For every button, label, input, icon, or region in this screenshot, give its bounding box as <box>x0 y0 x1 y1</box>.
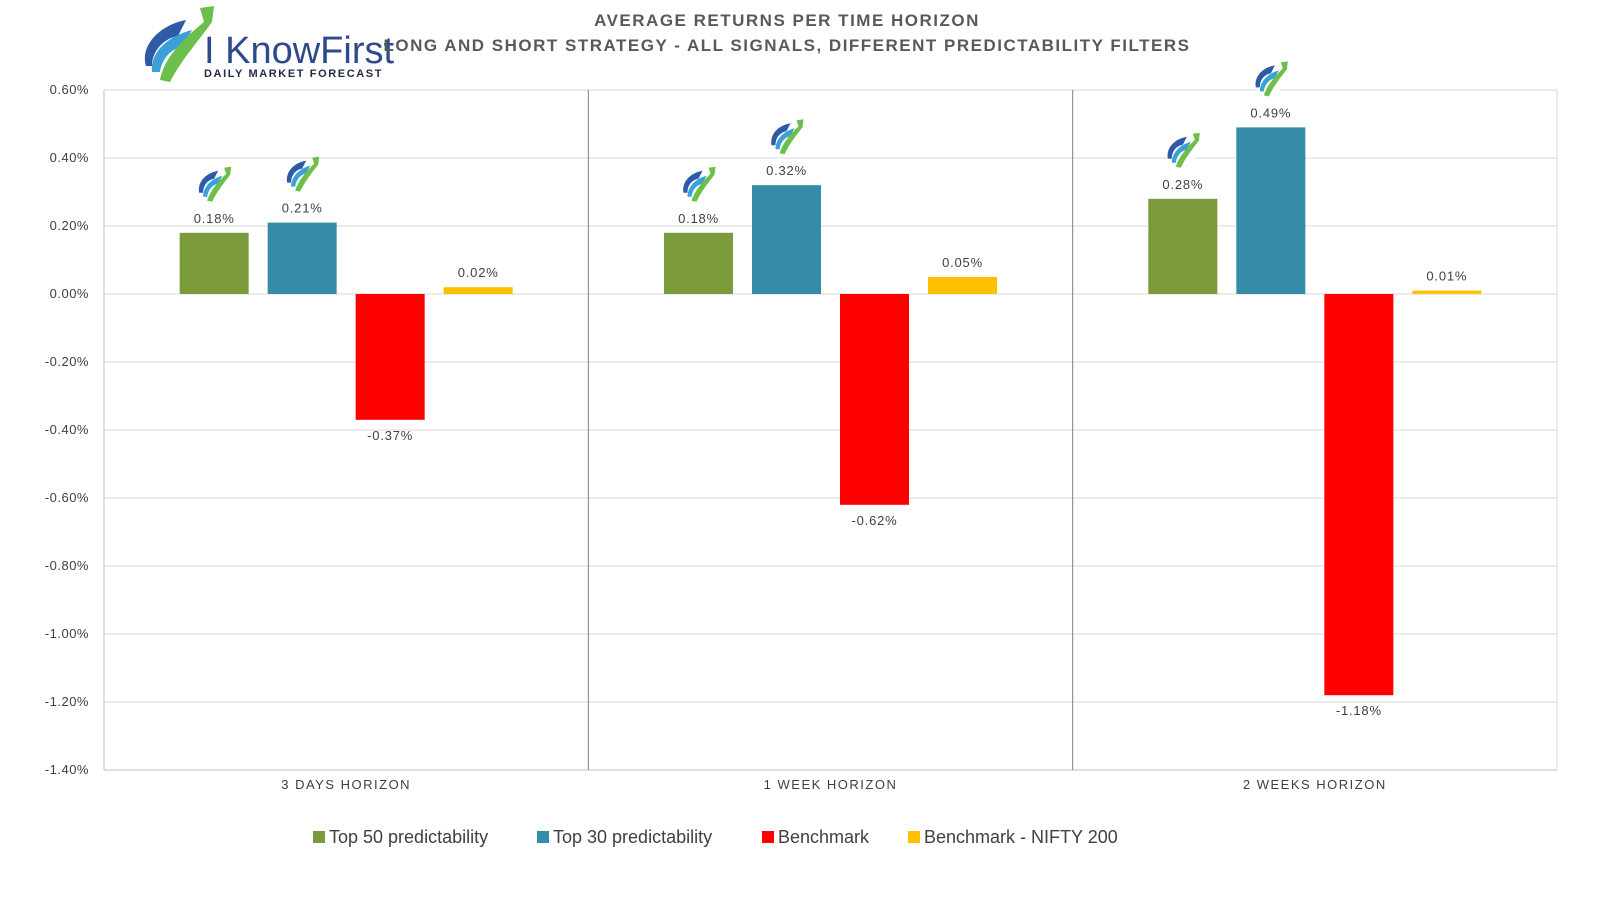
y-tick-label: -1.00% <box>45 626 89 641</box>
y-tick-label: 0.00% <box>50 286 89 301</box>
category-label: 3 DAYS HORIZON <box>281 777 411 792</box>
data-label: -0.62% <box>852 513 898 528</box>
category-label: 2 WEEKS HORIZON <box>1243 777 1387 792</box>
data-label: 0.32% <box>766 163 807 178</box>
brand-name: I KnowFirst <box>204 30 394 72</box>
bar <box>443 287 513 294</box>
bar <box>1148 198 1218 294</box>
data-label: -0.37% <box>367 428 413 443</box>
legend-swatch <box>313 831 325 843</box>
y-tick-label: -0.20% <box>45 354 89 369</box>
arrow-logo-icon <box>1253 61 1288 97</box>
plot-area: 0.60% 0.40% 0.20% 0.00% -0.20% -0.40% -0.60% -0… <box>45 61 1558 792</box>
bar <box>1324 294 1394 696</box>
bar <box>1412 290 1482 294</box>
legend: Top 50 predictability Top 30 predictabili… <box>313 827 1118 847</box>
data-label: 0.01% <box>1426 269 1467 284</box>
arrow-logo-icon <box>681 166 716 202</box>
y-tick-label: -0.80% <box>45 558 89 573</box>
arrow-logo-icon <box>1165 132 1200 168</box>
bar <box>664 232 733 294</box>
y-tick-label: -1.40% <box>45 762 89 777</box>
arrow-logo-icon <box>285 156 320 192</box>
y-tick-label: -0.40% <box>45 422 89 437</box>
data-label: 0.49% <box>1250 105 1291 120</box>
data-label: 0.18% <box>194 211 235 226</box>
legend-label: Top 50 predictability <box>329 827 488 847</box>
data-label: 0.05% <box>942 255 983 270</box>
bar <box>267 222 337 294</box>
bar <box>752 185 821 294</box>
y-tick-label: 0.60% <box>50 82 89 97</box>
data-label: 0.28% <box>1162 177 1203 192</box>
bar <box>928 277 997 294</box>
y-tick-label: -1.20% <box>45 694 89 709</box>
brand-tagline: Daily Market Forecast <box>204 68 383 80</box>
chart-subtitle: LONG AND SHORT STRATEGY - ALL SIGNALS, D… <box>384 36 1191 55</box>
data-label: -1.18% <box>1336 703 1382 718</box>
arrow-logo-icon <box>197 166 232 202</box>
data-label: 0.02% <box>458 265 499 280</box>
chart-title: AVERAGE RETURNS PER TIME HORIZON <box>594 11 980 30</box>
category-label: 1 WEEK HORIZON <box>764 777 898 792</box>
y-tick-label: 0.40% <box>50 150 89 165</box>
legend-swatch <box>908 831 920 843</box>
bar <box>1236 127 1306 295</box>
bar <box>840 294 909 505</box>
brand-logo: I KnowFirst Daily Market Forecast <box>142 6 394 82</box>
legend-swatch <box>762 831 774 843</box>
arrow-logo-icon <box>142 6 214 82</box>
legend-label: Benchmark - NIFTY 200 <box>924 827 1118 847</box>
data-label: 0.21% <box>282 201 323 216</box>
legend-label: Benchmark <box>778 827 870 847</box>
bar <box>355 294 425 420</box>
y-tick-label: -0.60% <box>45 490 89 505</box>
data-label: 0.18% <box>678 211 719 226</box>
bar <box>179 232 249 294</box>
legend-swatch <box>537 831 549 843</box>
arrow-logo-icon <box>769 119 804 155</box>
y-tick-label: 0.20% <box>50 218 89 233</box>
legend-label: Top 30 predictability <box>553 827 712 847</box>
